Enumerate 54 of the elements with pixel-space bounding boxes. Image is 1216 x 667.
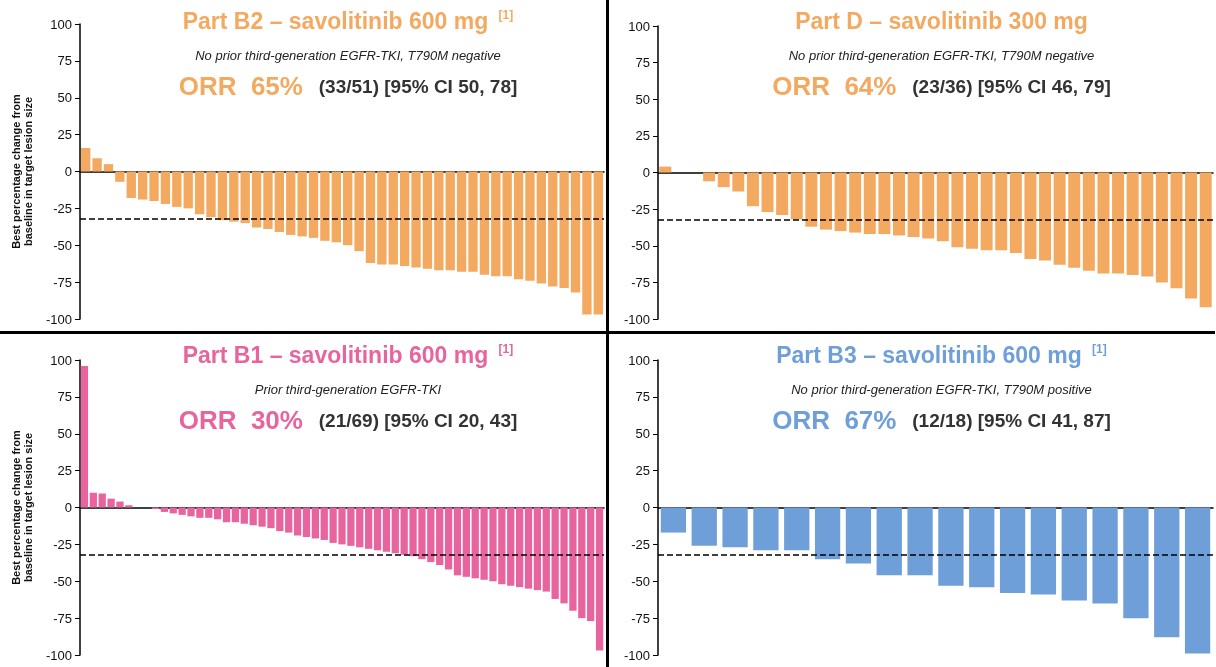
annotation: ORR 64% — [772, 71, 897, 101]
text: No prior third-generation EGFR-TKI, T790M negative — [788, 48, 1095, 63]
y-tick-label: 25 — [57, 127, 72, 143]
y-axis-title: Best percentage change from baseline in target lesion size — [10, 93, 34, 249]
y-tick-label: 50 — [635, 91, 650, 107]
y-tick-label: -100 — [623, 647, 650, 663]
y-tick-label: 100 — [50, 352, 72, 368]
text: No prior third-generation EGFR-TKI, T790M positive — [791, 382, 1092, 397]
annotation: ORR 67% — [772, 405, 897, 435]
y-tick-label: -75 — [53, 610, 72, 626]
y-tick-label: 25 — [57, 463, 72, 479]
y-tick-label: 25 — [635, 463, 650, 479]
y-tick-label: -75 — [53, 274, 72, 290]
y-tick-label: 100 — [628, 18, 650, 34]
y-tick-label: 0 — [642, 165, 650, 180]
y-tick-label: -50 — [53, 237, 72, 253]
annotation: (12/18) [95% CI 41, 87] — [912, 409, 1111, 431]
text: Prior third-generation EGFR-TKI — [254, 382, 442, 397]
y-tick-label: -25 — [631, 536, 650, 552]
y-tick-label: 75 — [635, 389, 650, 405]
y-tick-label: -50 — [631, 238, 650, 254]
y-tick-label: -100 — [45, 647, 72, 663]
y-axis-title: Best percentage change from baseline in target lesion size — [10, 429, 34, 585]
text: No prior third-generation EGFR-TKI, T790M negative — [195, 48, 501, 63]
y-tick-label: -25 — [53, 536, 72, 552]
y-tick-label: 75 — [635, 55, 650, 71]
y-tick-label: 50 — [635, 426, 650, 442]
chart-title: Part B1 – savolitinib 600 mg [1] — [182, 341, 514, 368]
y-tick-label: -75 — [631, 610, 650, 626]
y-tick-label: -50 — [53, 573, 72, 589]
y-tick-label: 0 — [642, 500, 650, 515]
y-tick-label: 100 — [50, 16, 72, 32]
y-tick-label: -75 — [631, 274, 650, 290]
chart-title: Part D – savolitinib 300 mg — [795, 7, 1088, 34]
annotation: (21/69) [95% CI 20, 43] — [318, 409, 518, 431]
annotation: (33/51) [95% CI 50, 78] — [318, 75, 518, 97]
annotation: ORR 30% — [178, 405, 303, 435]
y-tick-label: 100 — [628, 352, 650, 368]
y-tick-label: -50 — [631, 573, 650, 589]
y-tick-label: 75 — [57, 53, 72, 69]
y-tick-label: -25 — [53, 200, 72, 216]
y-tick-label: -100 — [623, 311, 650, 327]
annotation: ORR 65% — [178, 71, 303, 101]
chart-title: Part B2 – savolitinib 600 mg [1] — [182, 7, 514, 34]
y-tick-label: 25 — [635, 128, 650, 144]
y-tick-label: 50 — [57, 426, 72, 442]
y-tick-label: 0 — [64, 164, 72, 179]
y-tick-label: -25 — [631, 201, 650, 217]
chart-title: Part B3 – savolitinib 600 mg [1] — [776, 341, 1107, 368]
y-tick-label: 75 — [57, 389, 72, 405]
annotation: (23/36) [95% CI 46, 79] — [912, 75, 1111, 97]
y-tick-label: -100 — [45, 311, 72, 327]
y-tick-label: 0 — [64, 500, 72, 515]
y-tick-label: 50 — [57, 90, 72, 106]
